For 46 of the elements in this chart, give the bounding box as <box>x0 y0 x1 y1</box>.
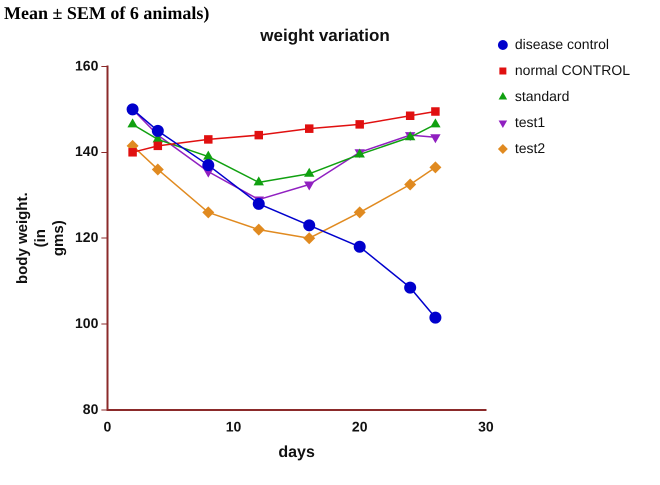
x-tick-label: 30 <box>478 418 494 434</box>
x-tick-label: 10 <box>226 418 242 434</box>
point <box>430 118 441 128</box>
point <box>303 219 316 232</box>
point <box>254 130 264 140</box>
y-tick-label: 80 <box>82 400 99 417</box>
point <box>203 150 214 160</box>
point <box>154 142 162 150</box>
point <box>354 240 366 253</box>
point <box>429 312 442 324</box>
point <box>126 103 139 116</box>
x-axis-title: days <box>278 444 315 461</box>
point <box>252 198 265 210</box>
point <box>354 206 366 218</box>
point <box>202 159 214 172</box>
y-tick-label: 100 <box>75 314 99 331</box>
point <box>152 124 164 137</box>
point <box>202 206 214 218</box>
point <box>429 161 442 174</box>
point <box>303 232 316 244</box>
y-tick-label: 140 <box>75 143 99 160</box>
point <box>304 168 314 177</box>
legend-label: disease control <box>514 36 610 52</box>
point <box>128 148 137 157</box>
point <box>406 112 414 120</box>
point <box>127 118 138 128</box>
x-tick-label: 0 <box>103 418 112 434</box>
legend-label: test1 <box>514 114 546 130</box>
legend-label: test2 <box>514 140 546 156</box>
y-tick-label: 120 <box>75 229 99 246</box>
legend-label: standard <box>514 88 570 104</box>
text: Mean ± SEM of 6 animals) <box>3 2 210 25</box>
x-tick-label: 20 <box>352 418 368 434</box>
point <box>404 282 416 294</box>
point <box>431 107 440 116</box>
y-axis-title: body weight. (in gms) <box>14 192 68 284</box>
point <box>204 135 213 144</box>
legend-label: normal CONTROL <box>514 62 630 78</box>
point <box>404 178 416 191</box>
point <box>355 120 364 129</box>
point <box>152 163 164 176</box>
y-tick-label: 160 <box>75 57 99 74</box>
point <box>254 176 264 186</box>
point <box>304 124 314 133</box>
point <box>252 224 265 236</box>
chart-title: weight variation <box>259 26 390 45</box>
